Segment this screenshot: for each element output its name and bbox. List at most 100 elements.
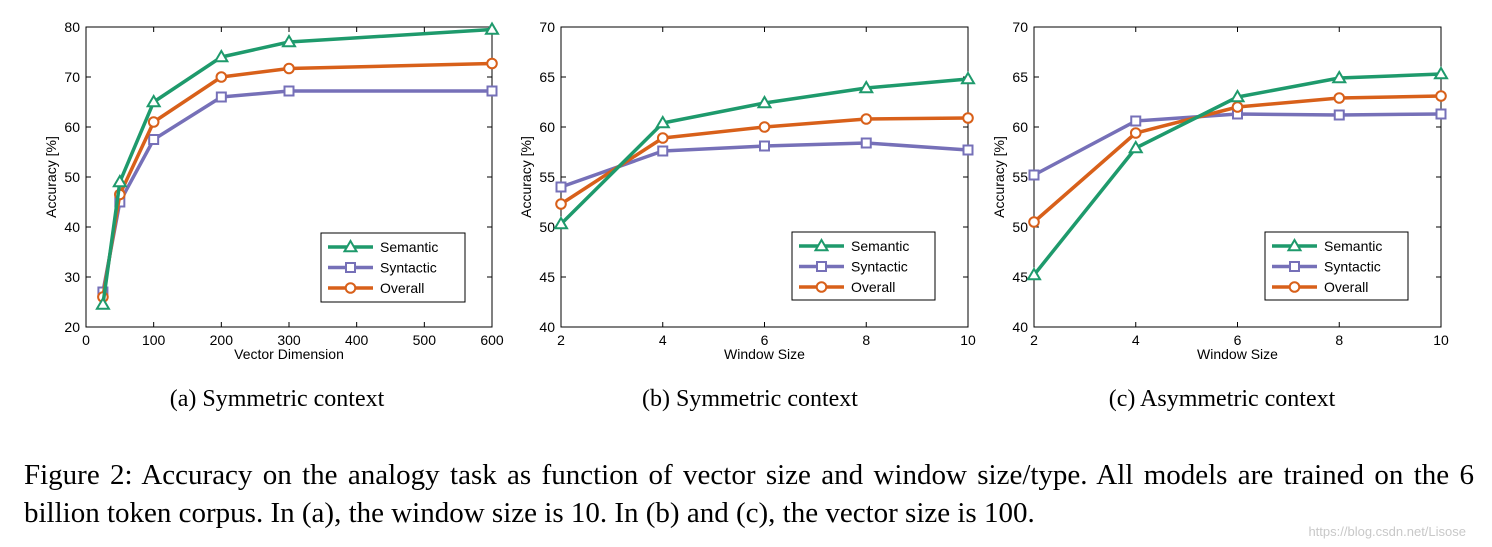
x-tick-label: 8	[1335, 332, 1343, 348]
series-overall	[1028, 90, 1447, 228]
data-point-overall	[758, 121, 771, 133]
subfigure-caption-a: (a) Symmetric context	[170, 386, 385, 412]
data-point-syntactic	[1435, 108, 1447, 120]
x-tick-label: 300	[277, 332, 301, 348]
data-point-semantic	[1128, 140, 1144, 154]
data-point-semantic	[1331, 70, 1347, 84]
x-tick-label: 6	[1234, 332, 1242, 348]
x-tick-label: 600	[480, 332, 504, 348]
legend-entry-syntactic: Syntactic	[1272, 259, 1381, 275]
y-tick-label: 60	[1012, 119, 1028, 135]
legend-label: Overall	[1324, 279, 1368, 295]
legend-marker	[1286, 238, 1303, 252]
data-point-syntactic	[555, 181, 567, 193]
y-tick-label: 50	[539, 219, 555, 235]
y-tick-label: 30	[64, 269, 80, 285]
series-overall	[555, 112, 974, 210]
series-syntactic	[555, 137, 974, 193]
data-point-syntactic	[1130, 115, 1142, 127]
y-tick-label: 70	[539, 19, 555, 35]
legend-entry-syntactic: Syntactic	[328, 260, 437, 276]
data-point-overall	[1129, 127, 1142, 139]
data-point-overall	[1231, 101, 1244, 113]
data-point-syntactic	[860, 137, 872, 149]
legend-marker	[816, 261, 827, 272]
data-point-syntactic	[759, 140, 770, 152]
x-axis-label: Window Size	[1197, 346, 1278, 362]
y-tick-label: 80	[64, 19, 80, 35]
y-tick-label: 55	[1012, 169, 1028, 185]
x-tick-label: 10	[1433, 332, 1449, 348]
legend: Semantic Syntactic Overall	[791, 231, 936, 301]
legend-entry-semantic: Semantic	[1272, 238, 1382, 254]
data-point-overall	[555, 198, 567, 210]
legend-label: Overall	[380, 280, 424, 296]
legend-entry-overall: Overall	[328, 280, 424, 296]
legend-label: Semantic	[380, 239, 438, 255]
data-point-semantic	[112, 174, 128, 188]
y-axis-label: Accuracy [%]	[991, 136, 1007, 218]
y-tick-label: 20	[64, 319, 80, 335]
y-tick-label: 40	[64, 219, 80, 235]
legend-marker	[1289, 261, 1300, 272]
series-semantic	[1026, 66, 1449, 281]
x-tick-label: 6	[761, 332, 769, 348]
y-tick-label: 60	[64, 119, 80, 135]
legend-marker	[815, 281, 828, 293]
y-tick-label: 45	[539, 269, 555, 285]
x-tick-label: 8	[862, 332, 870, 348]
data-point-overall	[147, 116, 160, 128]
data-point-semantic	[553, 216, 569, 230]
x-tick-label: 500	[413, 332, 437, 348]
series-line-semantic	[101, 27, 494, 307]
series-syntactic	[1028, 108, 1447, 181]
legend-marker	[344, 282, 357, 294]
y-axis-label: Accuracy [%]	[518, 136, 534, 218]
legend-label: Syntactic	[851, 259, 908, 275]
legend-marker	[345, 262, 356, 273]
figure-caption: Figure 2: Accuracy on the analogy task a…	[24, 459, 1474, 529]
data-point-semantic	[1433, 66, 1449, 80]
data-point-syntactic	[1333, 109, 1345, 121]
data-point-syntactic	[486, 85, 498, 97]
legend-label: Semantic	[851, 238, 909, 254]
legend-marker	[813, 238, 830, 252]
x-axis-label: Window Size	[724, 346, 805, 362]
data-point-syntactic	[215, 91, 227, 103]
data-point-syntactic	[657, 145, 669, 157]
legend-label: Overall	[851, 279, 895, 295]
data-point-semantic	[655, 115, 671, 129]
watermark: https://blog.csdn.net/Lisose	[1308, 524, 1466, 539]
chart-panel-b: 2 4 6 8 10 40 45 50 55 60 65 70 Window Size Accuracy …	[518, 19, 976, 362]
data-point-semantic	[145, 94, 162, 108]
legend-label: Syntactic	[1324, 259, 1381, 275]
y-tick-label: 60	[539, 119, 555, 135]
data-point-semantic	[213, 49, 230, 63]
data-point-overall	[215, 71, 228, 83]
x-tick-label: 2	[1030, 332, 1038, 348]
data-point-semantic	[1026, 267, 1042, 281]
chart-panel-a: 0 100 200 300 400 500 600 20 30 40 50 60 70 80 Vector …	[43, 19, 504, 362]
data-point-syntactic	[148, 134, 160, 145]
data-point-overall	[283, 62, 295, 75]
data-point-overall	[486, 57, 498, 70]
data-point-overall	[1333, 92, 1346, 104]
x-tick-label: 400	[345, 332, 369, 348]
data-point-semantic	[756, 95, 773, 109]
x-tick-label: 4	[659, 332, 667, 348]
data-point-syntactic	[283, 85, 295, 97]
data-point-overall	[1435, 90, 1447, 102]
data-point-overall	[860, 113, 873, 125]
subfigure-caption-c: (c) Asymmetric context	[1109, 386, 1336, 412]
x-tick-label: 4	[1132, 332, 1140, 348]
data-point-semantic	[960, 71, 976, 85]
x-tick-label: 10	[960, 332, 976, 348]
data-point-syntactic	[962, 144, 974, 156]
series-semantic	[553, 71, 976, 230]
data-point-semantic	[484, 21, 500, 35]
legend-marker	[1288, 281, 1301, 293]
chart-panel-c: 2 4 6 8 10 40 45 50 55 60 65 70 Window Size Accuracy …	[991, 19, 1449, 362]
y-axis-label: Accuracy [%]	[43, 136, 59, 218]
legend-entry-overall: Overall	[1272, 279, 1368, 295]
